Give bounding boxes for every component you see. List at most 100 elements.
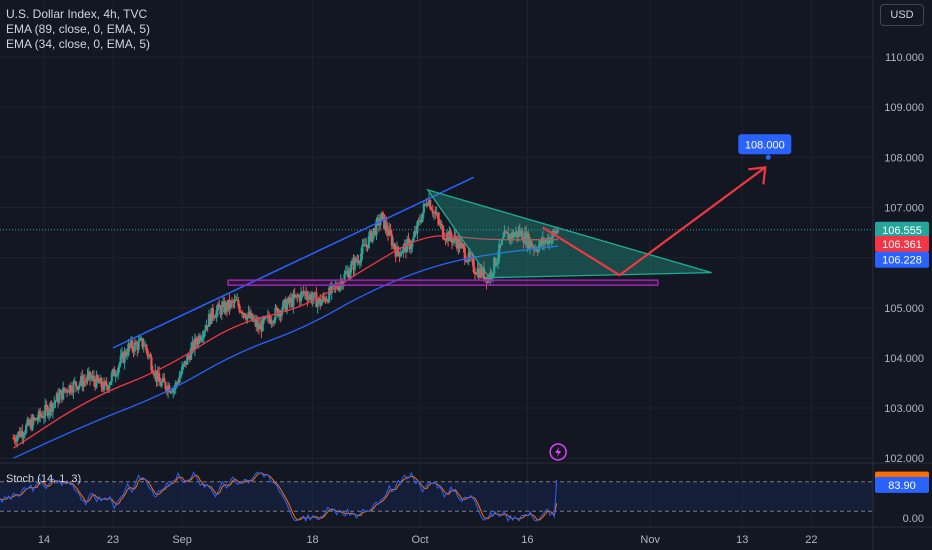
target-dot: [765, 154, 771, 160]
candle-body: [174, 382, 177, 389]
candle-body: [395, 246, 399, 257]
candle-body: [189, 347, 193, 360]
candle-body: [467, 252, 470, 262]
candle-body: [292, 294, 295, 307]
candle-body: [132, 348, 135, 352]
candle-body: [502, 237, 505, 240]
candle-body: [522, 240, 525, 243]
ema-89-legend[interactable]: EMA (89, close, 0, EMA, 5): [6, 22, 151, 36]
candle-body: [508, 234, 511, 241]
candle-body: [73, 381, 76, 383]
x-tick-label: 16: [521, 534, 533, 546]
candle-body: [214, 317, 217, 319]
candle-body: [259, 323, 262, 330]
candle-body: [490, 272, 493, 277]
candle-body: [273, 319, 276, 323]
candle-body: [544, 241, 547, 244]
lightning-icon: [549, 443, 567, 461]
y-tick-label: 108.000: [884, 152, 924, 164]
candle-body: [33, 418, 37, 420]
stoch-legend[interactable]: Stoch (14, 1, 3): [6, 473, 82, 485]
candle-body: [371, 232, 374, 242]
x-tick-label: Nov: [640, 534, 660, 546]
ema-89-line: [13, 245, 559, 459]
triangle-pattern: [426, 188, 712, 279]
candle-body: [389, 229, 392, 235]
candle-body: [50, 402, 53, 412]
candle-body: [181, 366, 184, 374]
candle-body: [504, 230, 507, 233]
x-tick-label: 18: [306, 534, 318, 546]
candle-body: [489, 272, 492, 282]
candle-body: [476, 268, 479, 275]
ema-lines: [12, 235, 559, 459]
candle-body: [88, 371, 92, 379]
x-tick-label: Oct: [411, 534, 428, 546]
candle-body: [227, 299, 230, 311]
candle-body: [429, 200, 432, 209]
candle-body: [523, 232, 526, 243]
candle-body: [284, 299, 287, 312]
candle-body: [491, 273, 494, 277]
candle-body: [91, 376, 94, 379]
y-tick-label: 110.000: [885, 52, 924, 64]
candle-body: [250, 313, 253, 319]
candle-body: [150, 357, 153, 370]
candle-body: [35, 418, 38, 421]
time-axis[interactable]: 14 23 Sep 18 Oct 16 Nov 13 22: [38, 534, 818, 546]
candle-body: [416, 221, 419, 233]
candle-body: [270, 321, 273, 324]
candle-body: [282, 301, 285, 310]
candle-body: [390, 234, 393, 246]
candle-body: [279, 311, 282, 316]
candle-body: [535, 248, 538, 251]
candle-body: [386, 231, 390, 236]
candle-body: [472, 259, 475, 272]
candle-body: [19, 431, 23, 437]
candle-body: [164, 382, 167, 389]
candle-body: [298, 295, 301, 302]
candle-body: [160, 381, 163, 387]
candle-body: [115, 374, 118, 376]
candle-body: [541, 238, 544, 245]
candle-body: [103, 381, 106, 391]
candle-body: [186, 355, 189, 365]
candle-body: [233, 299, 236, 303]
candle-body: [81, 376, 84, 387]
candle-body: [447, 232, 450, 242]
candle-body: [265, 316, 268, 318]
candle-body: [404, 243, 408, 253]
candle-body: [147, 355, 150, 357]
candle-body: [31, 417, 34, 430]
candle-body: [16, 436, 19, 442]
candle-body: [219, 307, 222, 315]
candle-body: [477, 268, 480, 278]
candle-body: [77, 385, 80, 390]
candle-body: [507, 232, 510, 241]
candle-body: [168, 385, 171, 393]
candle-body: [49, 402, 52, 412]
candle-body: [13, 438, 16, 441]
symbol-title[interactable]: U.S. Dollar Index, 4h, TVC: [6, 7, 148, 21]
candle-body: [409, 246, 413, 250]
candle-body: [480, 268, 483, 277]
candle-body: [344, 272, 347, 274]
currency-button[interactable]: USD: [880, 4, 924, 26]
candle-body: [322, 296, 326, 299]
candle-body: [443, 238, 446, 240]
candle-body: [285, 303, 289, 312]
candle-body: [255, 319, 258, 328]
candle-body: [315, 292, 318, 308]
candle-body: [399, 253, 402, 257]
stoch-value-label: 83.90: [888, 480, 916, 492]
candle-body: [367, 235, 370, 248]
support-zone: [227, 279, 659, 286]
candle-body: [201, 337, 204, 339]
candle-body: [59, 390, 62, 395]
stoch-pane[interactable]: 83.90 0.00: [0, 471, 929, 525]
candle-body: [129, 340, 133, 347]
ema-34-legend[interactable]: EMA (34, close, 0, EMA, 5): [6, 37, 151, 51]
candle-body: [123, 351, 126, 363]
candle-body: [532, 246, 535, 250]
